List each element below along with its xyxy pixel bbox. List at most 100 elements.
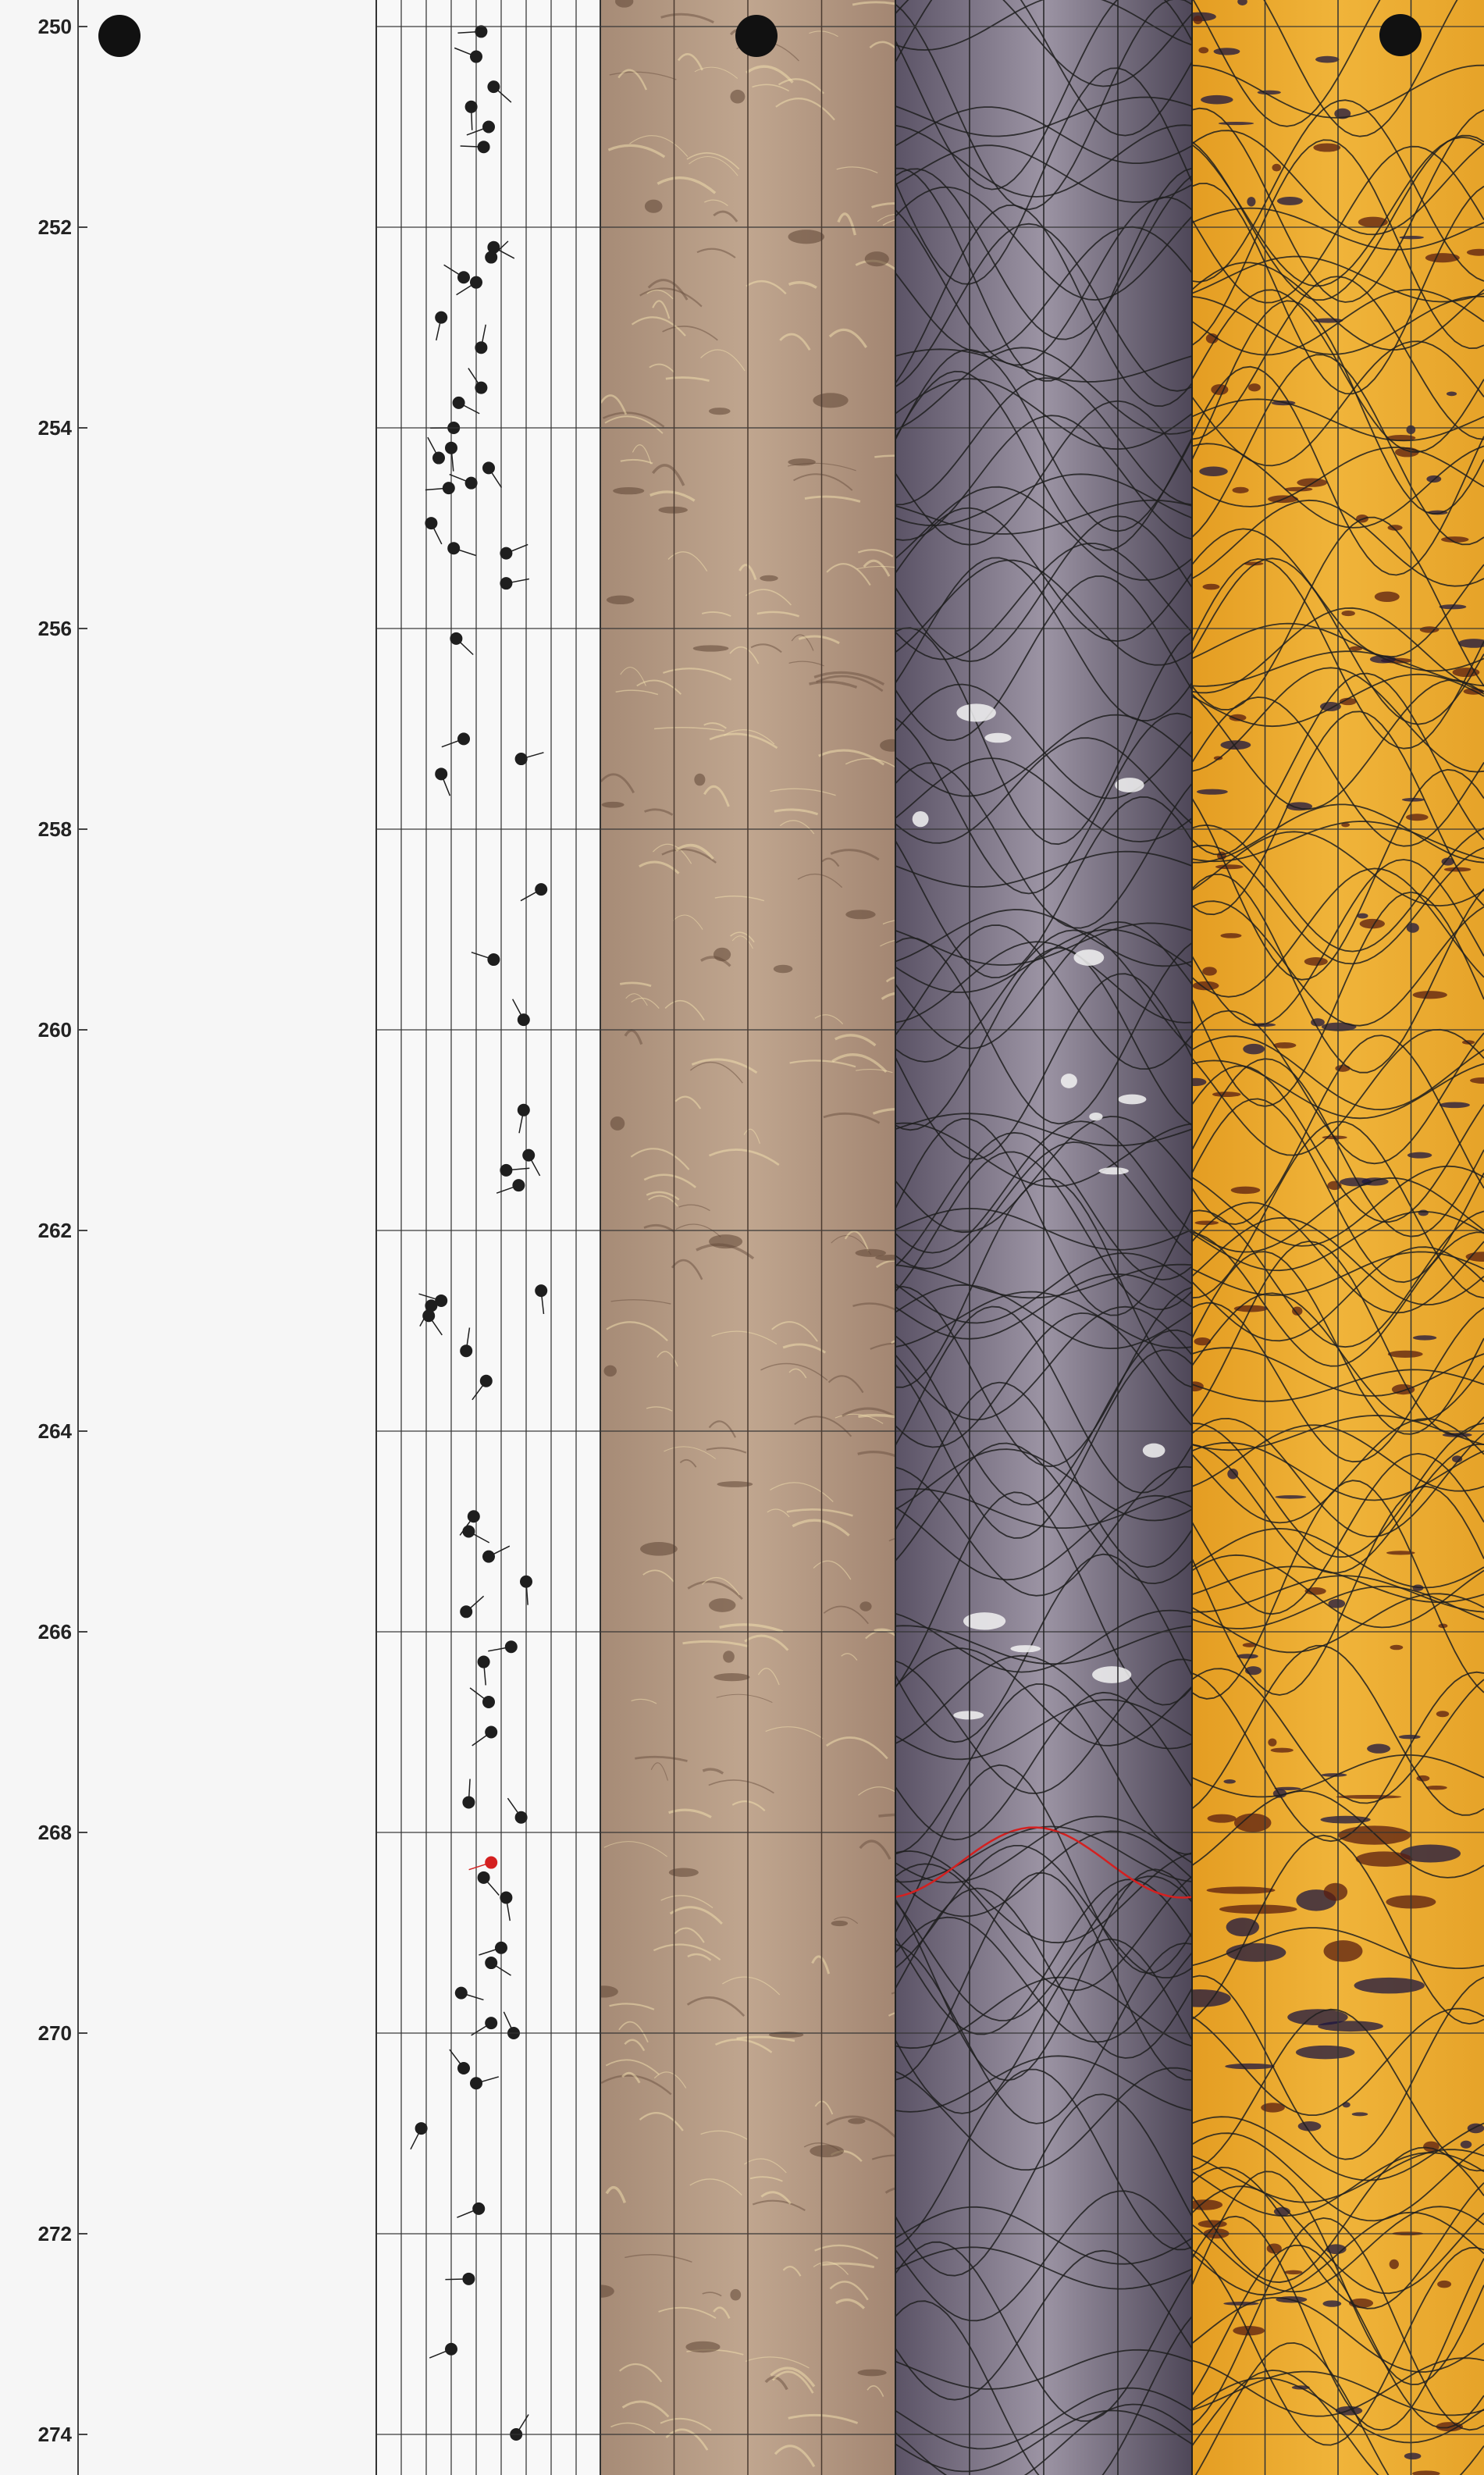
- amplitude-streak: [750, 643, 782, 653]
- amplitude-streak: [653, 2071, 687, 2089]
- amplitude-streak: [689, 1061, 743, 1084]
- tadpole-point: [485, 1725, 498, 1739]
- amplitude-streak: [682, 1640, 749, 1648]
- amplitude-streak: [746, 65, 794, 84]
- amplitude-streak: [686, 152, 740, 170]
- amplitude-streak: [664, 1446, 716, 1459]
- amplitude-streak: [816, 675, 884, 693]
- amplitude-dark-spot: [813, 393, 849, 408]
- bedding-sinusoid: [895, 0, 1192, 51]
- tadpole-point: [482, 461, 495, 475]
- resistivity-dark-feature: [1227, 1469, 1239, 1480]
- amplitude-streak: [635, 1755, 688, 1762]
- resistivity-dark-feature: [1349, 646, 1363, 651]
- amplitude-streak: [813, 2261, 849, 2275]
- amplitude-streak: [649, 363, 675, 373]
- bright-patch: [1098, 1167, 1129, 1175]
- tadpole-point: [500, 1163, 513, 1177]
- amplitude-streak: [711, 1330, 778, 1345]
- amplitude-streak: [672, 914, 703, 930]
- resistivity-dark-feature: [1341, 611, 1355, 617]
- amplitude-streak: [891, 1991, 895, 1995]
- amplitude-streak: [607, 144, 666, 158]
- amplitude-streak: [700, 2130, 748, 2140]
- tadpole-points: [410, 25, 548, 2441]
- resistivity-dark-feature: [1198, 47, 1209, 54]
- amplitude-streak: [869, 41, 895, 50]
- tadpole-point: [522, 1148, 536, 1162]
- tadpole-point: [435, 1294, 448, 1307]
- amplitude-streak: [788, 280, 817, 289]
- amplitude-dark-spot: [773, 964, 793, 974]
- bright-patch: [1010, 1645, 1041, 1653]
- amplitude-streak: [609, 2003, 655, 2010]
- bright-patch: [1073, 949, 1105, 966]
- amplitude-streak: [823, 1112, 881, 1124]
- resistivity-dark-feature: [1194, 1337, 1212, 1346]
- amplitude-streak: [882, 920, 895, 925]
- depth-tick-label: 254: [38, 416, 73, 440]
- amplitude-streak: [814, 2100, 834, 2115]
- tadpole-point: [485, 1957, 498, 1970]
- amplitude-dark-spot: [788, 230, 825, 244]
- tadpole-point: [452, 396, 465, 409]
- amplitude-streak: [809, 680, 858, 689]
- amplitude-dark-spot: [730, 2288, 742, 2301]
- resistivity-dark-feature: [1223, 1779, 1236, 1784]
- amplitude-streak: [856, 565, 895, 570]
- tadpole-point: [500, 577, 513, 590]
- tadpole-point: [514, 1811, 528, 1824]
- amplitude-streak: [661, 848, 717, 864]
- amplitude-dark-spot: [601, 801, 625, 808]
- amplitude-streak: [600, 773, 635, 794]
- tadpole-point: [475, 341, 488, 354]
- amplitude-streak: [813, 1560, 852, 1580]
- amplitude-dark-spot: [848, 2117, 866, 2124]
- tadpole-point: [462, 1525, 475, 1538]
- tadpole-point: [454, 1986, 468, 2000]
- amplitude-streak: [691, 1058, 758, 1074]
- resistivity-dark-feature: [1351, 2112, 1368, 2117]
- tadpole-point: [470, 276, 482, 289]
- resistivity-dark-feature: [1323, 1940, 1363, 1962]
- amplitude-streak: [631, 997, 660, 1009]
- amplitude-streak: [770, 2366, 816, 2388]
- depth-tick-label: 270: [38, 2021, 72, 2045]
- tadpole-point: [445, 441, 457, 454]
- bright-patch: [1060, 1074, 1077, 1088]
- tadpole-point: [517, 1103, 530, 1116]
- amplitude-streak: [791, 634, 814, 651]
- amplitude-streak: [874, 454, 895, 458]
- amplitude-streak: [858, 1786, 895, 1796]
- resistivity-dark-feature: [1386, 1551, 1415, 1555]
- depth-tick-label: 272: [38, 2222, 72, 2245]
- amplitude-streak: [774, 808, 819, 816]
- amplitude-streak: [708, 1420, 737, 1438]
- resistivity-dark-feature: [1206, 1886, 1276, 1894]
- tadpole-point: [512, 1179, 525, 1192]
- amplitude-streak: [651, 464, 685, 486]
- amplitude-streak: [662, 326, 718, 341]
- amplitude-streak: [605, 2185, 626, 2203]
- amplitude-streak: [639, 2112, 684, 2131]
- amplitude-streak: [702, 1768, 724, 1775]
- amplitude-streak: [629, 135, 689, 157]
- resistivity-dark-feature: [1425, 253, 1460, 263]
- tadpole-point: [442, 482, 455, 495]
- amplitude-streak: [745, 2356, 810, 2369]
- amplitude-streak: [752, 84, 790, 92]
- resistivity-dark-feature: [1229, 714, 1247, 721]
- tadpole-point: [475, 25, 488, 38]
- amplitude-streak: [826, 563, 871, 586]
- amplitude-streak: [828, 328, 868, 348]
- amplitude-streak: [743, 1128, 760, 1145]
- amplitude-streak: [891, 1340, 895, 1344]
- amplitude-streak: [708, 1779, 774, 1794]
- amplitude-streak: [657, 176, 717, 194]
- amplitude-streak: [779, 333, 811, 351]
- resistivity-dark-feature: [1199, 466, 1228, 477]
- resistivity-dark-feature: [1405, 814, 1429, 821]
- bedding-sinusoid: [895, 2300, 1192, 2475]
- amplitude-streak: [703, 722, 727, 729]
- amplitude-streak: [770, 788, 836, 796]
